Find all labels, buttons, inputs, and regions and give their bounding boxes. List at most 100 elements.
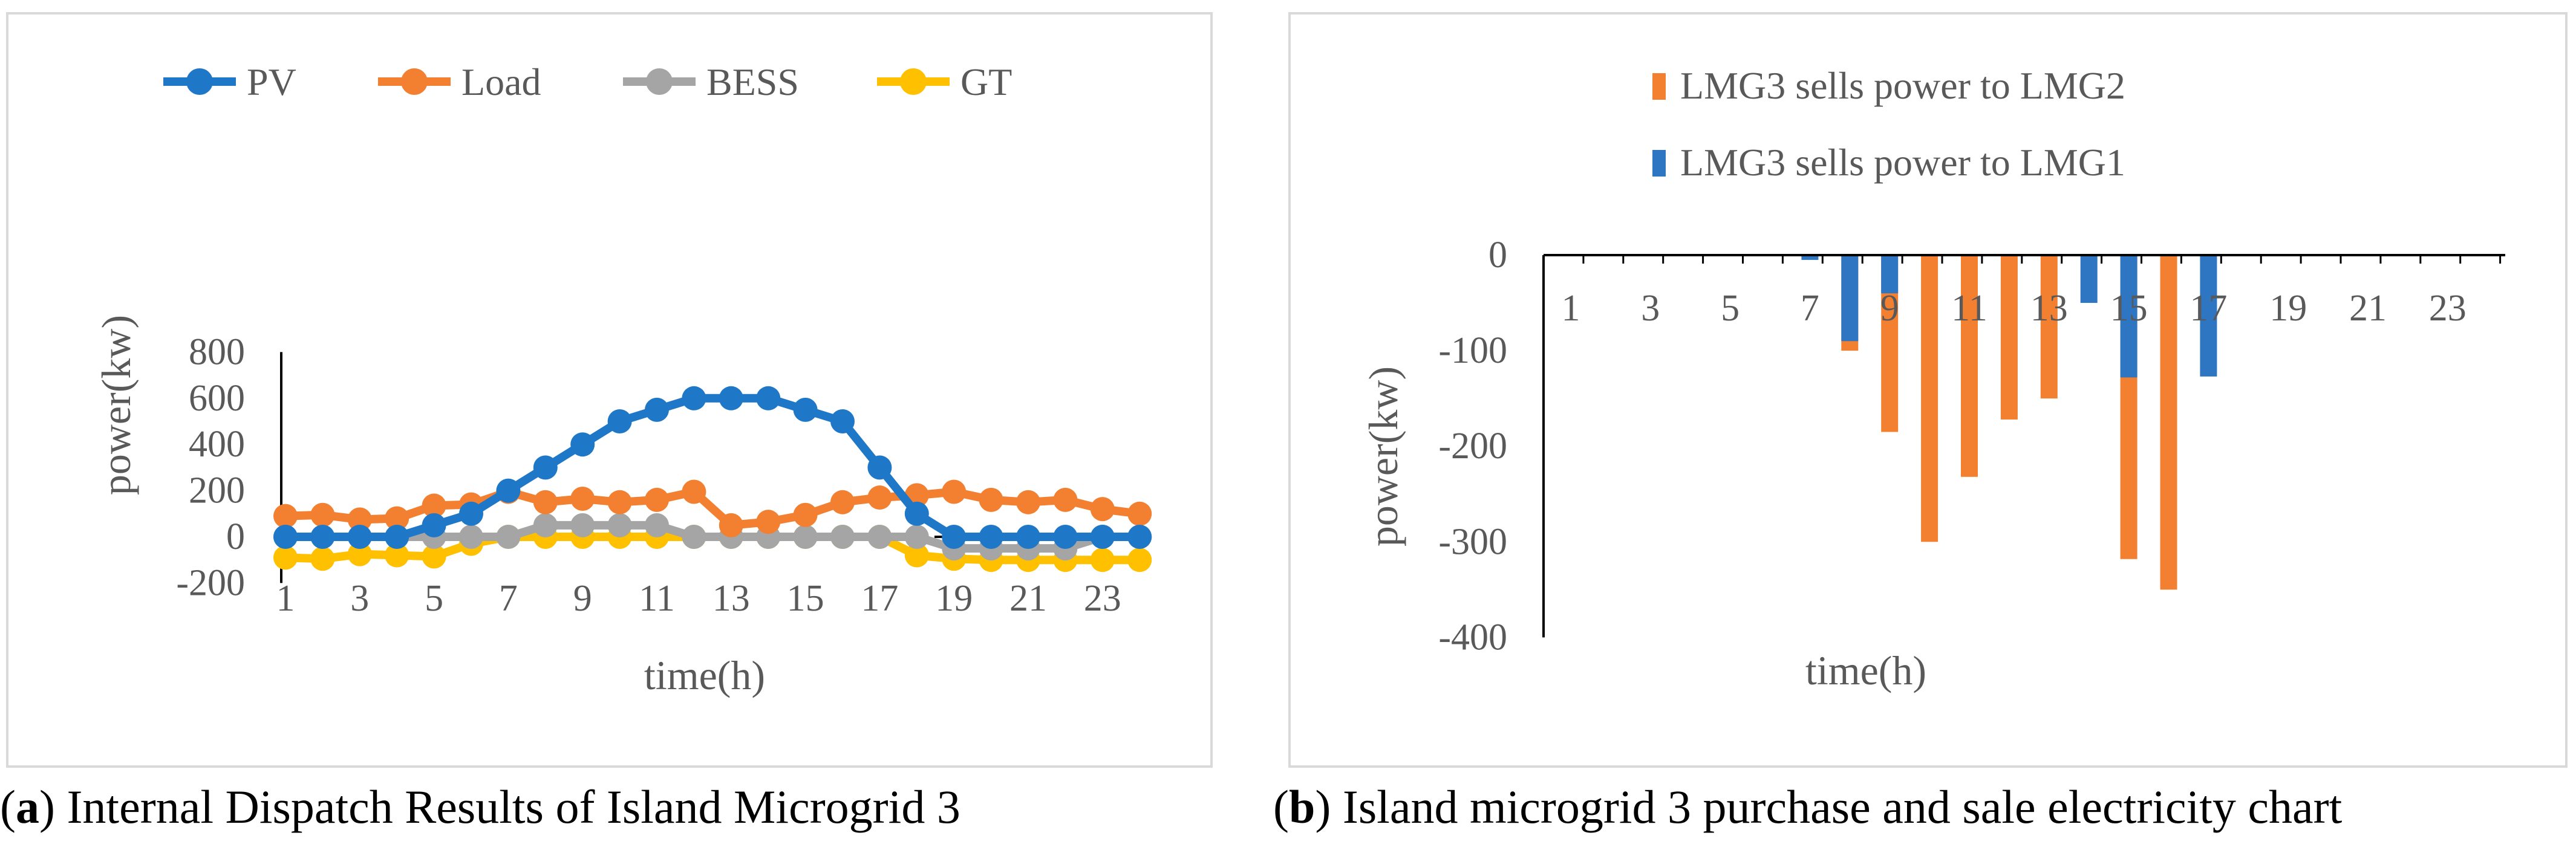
b-bar-lmg2 (1961, 255, 1978, 477)
a-x-tick-label: 7 (499, 578, 518, 619)
a-point-bess (533, 513, 558, 537)
b-x-tick-label: 3 (1641, 288, 1660, 329)
a-x-tick-label: 17 (861, 578, 898, 619)
a-point-gt (904, 543, 929, 568)
a-x-tick-label: 1 (276, 578, 295, 619)
a-point-gt (273, 545, 298, 570)
a-point-load (1053, 487, 1078, 512)
caption-a-label: a (15, 780, 39, 833)
a-point-load (793, 502, 818, 527)
a-point-pv (1090, 525, 1115, 549)
a-y-tick-label: 600 (189, 378, 245, 419)
a-point-load (1127, 501, 1152, 526)
caption-b-text: ) Island microgrid 3 purchase and sale e… (1315, 780, 2343, 833)
a-point-pv (979, 525, 1003, 549)
a-point-load (867, 485, 892, 510)
b-y-tick-label: 0 (1489, 235, 1507, 276)
b-x-tick-label: 21 (2349, 288, 2387, 329)
a-legend-swatch-marker (186, 68, 213, 95)
a-point-bess (793, 525, 818, 549)
b-bar-lmg2 (1921, 255, 1939, 542)
a-point-gt (1127, 548, 1152, 572)
b-bar-lmg1 (1801, 255, 1819, 260)
a-point-pv (310, 525, 335, 549)
a-point-pv (904, 501, 929, 526)
a-point-load (942, 479, 967, 504)
a-point-load (570, 486, 595, 511)
a-y-tick-label: 0 (226, 516, 245, 557)
b-y-tick-label: -400 (1438, 617, 1507, 658)
a-point-pv (459, 501, 483, 526)
a-x-tick-label: 11 (639, 578, 675, 619)
a-point-load (607, 490, 632, 514)
a-point-pv (533, 455, 558, 480)
a-point-pv (422, 513, 446, 537)
a-point-load (533, 490, 558, 514)
b-x-tick-label: 11 (1951, 288, 1987, 329)
a-point-pv (1053, 525, 1078, 549)
a-point-pv (682, 386, 706, 410)
a-y-tick-label: 400 (189, 424, 245, 465)
b-bar-lmg1 (2080, 255, 2098, 303)
a-x-axis-title: time(h) (644, 652, 765, 698)
a-legend-swatch-marker (900, 68, 927, 95)
b-bar-lmg2 (2000, 255, 2018, 420)
a-point-gt (422, 544, 446, 569)
a-point-gt (347, 542, 372, 566)
b-x-tick-label: 9 (1880, 288, 1899, 329)
a-legend-swatch-marker (401, 68, 428, 95)
b-x-tick-label: 13 (2030, 288, 2068, 329)
a-y-tick-label: 800 (189, 331, 245, 372)
a-y-tick-label: -200 (176, 562, 245, 603)
b-legend-swatch-lmg1 (1652, 150, 1666, 177)
b-x-tick-label: 17 (2190, 288, 2227, 329)
b-bar-lmg1 (2200, 255, 2217, 377)
caption-a-text: ) Internal Dispatch Results of Island Mi… (39, 780, 960, 833)
a-point-bess (607, 513, 632, 537)
b-x-tick-label: 19 (2269, 288, 2307, 329)
a-point-pv (273, 525, 298, 549)
a-point-bess (830, 525, 855, 549)
a-legend-label: PV (247, 60, 296, 103)
a-y-axis-title: power(kw) (93, 315, 139, 495)
b-x-tick-label: 1 (1562, 288, 1580, 329)
a-x-tick-label: 9 (573, 578, 592, 619)
a-x-tick-label: 19 (935, 578, 973, 619)
a-point-load (273, 504, 298, 528)
b-x-tick-label: 7 (1801, 288, 1819, 329)
a-point-load (979, 487, 1003, 512)
chart-panel-a (6, 12, 1213, 768)
a-series-line-load (285, 487, 1141, 530)
b-bar-lmg1 (1841, 255, 1859, 342)
b-bar-lmg2 (2160, 255, 2177, 590)
a-point-pv (942, 525, 967, 549)
a-point-load (1090, 497, 1115, 522)
a-point-pv (385, 525, 409, 549)
caption-a-open: ( (0, 780, 16, 833)
a-point-pv (645, 397, 669, 422)
a-x-tick-label: 23 (1084, 578, 1121, 619)
b-y-axis-title: power(kw) (1360, 366, 1406, 547)
a-point-load (385, 506, 409, 531)
b-bar-lmg2 (2040, 255, 2058, 399)
caption-a: (a) Internal Dispatch Results of Island … (0, 780, 960, 834)
a-point-pv (607, 409, 632, 433)
b-x-tick-label: 15 (2110, 288, 2148, 329)
a-point-bess (645, 513, 669, 537)
a-point-load (310, 502, 335, 527)
b-bar-lmg1 (1881, 255, 1899, 294)
a-point-bess (570, 513, 595, 537)
a-x-tick-label: 15 (787, 578, 824, 619)
b-y-tick-label: -100 (1438, 330, 1507, 371)
caption-b: (b) Island microgrid 3 purchase and sale… (1273, 780, 2342, 834)
a-point-pv (830, 409, 855, 433)
caption-b-open: ( (1273, 780, 1289, 833)
a-legend-label: BESS (706, 60, 799, 103)
a-point-load (645, 487, 669, 512)
a-point-load (347, 507, 372, 532)
b-x-axis-title: time(h) (1805, 647, 1926, 693)
a-point-load (682, 479, 706, 504)
a-point-pv (347, 525, 372, 549)
a-point-bess (459, 525, 483, 549)
a-point-pv (496, 478, 521, 503)
